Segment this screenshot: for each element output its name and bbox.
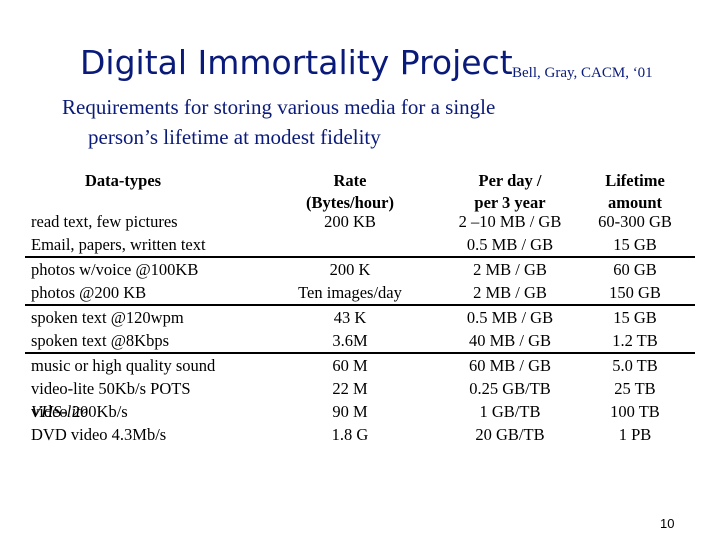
table-row: music or high quality sound 60 M 60 MB /… [25, 354, 695, 377]
cell-type: DVD video 4.3Mb/s [31, 425, 167, 444]
table-header: Data-types Rate (Bytes/hour) Per day / per… [25, 166, 695, 216]
cell-perday: 2 MB / GB [473, 260, 547, 279]
cell-rate: 90 M [332, 402, 368, 421]
cell-perday: 20 GB/TB [475, 425, 545, 444]
cell-lifetime: 15 GB [613, 308, 657, 327]
slide-title: Digital Immortality Project [80, 43, 513, 82]
cell-type: music or high quality sound [31, 356, 216, 375]
row-group-spoken: spoken text @120wpm 43 K 0.5 MB / GB 15 … [25, 304, 695, 352]
cell-lifetime: 1.2 TB [612, 331, 658, 350]
cell-lifetime: 5.0 TB [612, 356, 658, 375]
table-row: Email, papers, written text 0.5 MB / GB … [25, 233, 695, 256]
cell-perday: 60 MB / GB [468, 356, 552, 375]
cell-rate: 60 M [332, 356, 368, 375]
cell-type: video-lite 50Kb/s POTS [31, 379, 191, 398]
cell-rate: 1.8 G [331, 425, 369, 444]
table-row: photos w/voice @100KB 200 K 2 MB / GB 60… [25, 258, 695, 281]
cell-lifetime: 150 GB [609, 283, 661, 302]
cell-perday: 0.25 GB/TB [469, 379, 551, 398]
cell-perday: 1 GB/TB [479, 402, 541, 421]
cell-rate: 43 K [333, 308, 367, 327]
cell-type: spoken text @8Kbps [31, 331, 170, 350]
cell-lifetime: 1 PB [618, 425, 652, 444]
header-rate: Rate (Bytes/hour) [306, 171, 394, 212]
cell-lifetime: 25 TB [614, 379, 656, 398]
header-data-types: Data-types [85, 171, 162, 190]
table-row: video 200Kb/s VHS-lite 90 M 1 GB/TB 100 … [25, 400, 695, 423]
table-row: video-lite 50Kb/s POTS 22 M 0.25 GB/TB 2… [25, 377, 695, 400]
subtitle: Requirements for storing various media f… [62, 92, 622, 152]
citation: Bell, Gray, CACM, ‘01 [512, 65, 653, 81]
subtitle-line-2: person’s lifetime at modest fidelity [88, 125, 381, 149]
subtitle-line-1: Requirements for storing various media f… [62, 95, 496, 119]
cell-perday: 2 MB / GB [473, 283, 547, 302]
cell-type: spoken text @120wpm [31, 308, 184, 327]
cell-lifetime: 60 GB [613, 260, 657, 279]
table-row: spoken text @120wpm 43 K 0.5 MB / GB 15 … [25, 306, 695, 329]
page-number: 10 [660, 516, 675, 531]
row-group-audio-video: music or high quality sound 60 M 60 MB /… [25, 352, 695, 446]
cell-type: photos @200 KB [31, 283, 147, 302]
cell-type: Email, papers, written text [31, 235, 206, 254]
cell-rate: Ten images/day [298, 283, 402, 302]
table-row: DVD video 4.3Mb/s 1.8 G 20 GB/TB 1 PB [25, 423, 695, 446]
storage-requirements-table: Data-types Rate (Bytes/hour) Per day / per… [25, 166, 695, 446]
header-lifetime: Lifetime amount [605, 171, 665, 212]
cell-lifetime: 100 TB [610, 402, 660, 421]
cell-lifetime: 15 GB [613, 235, 657, 254]
cell-perday: 0.5 MB / GB [466, 235, 554, 254]
cell-lifetime: 60-300 GB [598, 212, 672, 231]
cell-perday: 0.5 MB / GB [466, 308, 554, 327]
row-group-photos: photos w/voice @100KB 200 K 2 MB / GB 60… [25, 256, 695, 304]
table-row: spoken text @8Kbps 3.6M 40 MB / GB 1.2 T… [25, 329, 695, 352]
cell-rate: 200 K [329, 260, 371, 279]
table-row: photos @200 KB Ten images/day 2 MB / GB … [25, 281, 695, 304]
cell-perday: 2 –10 MB / GB [458, 212, 562, 231]
cell-perday: 40 MB / GB [468, 331, 552, 350]
table-row: read text, few pictures 200 KB 2 –10 MB … [25, 210, 695, 233]
cell-rate: 3.6M [332, 331, 368, 350]
row-group-text: read text, few pictures 200 KB 2 –10 MB … [25, 210, 695, 256]
cell-rate: 22 M [332, 379, 368, 398]
cell-type: read text, few pictures [31, 212, 178, 231]
cell-type: photos w/voice @100KB [31, 260, 199, 279]
header-per-day: Per day / per 3 year [474, 171, 546, 212]
cell-rate: 200 KB [324, 212, 376, 231]
